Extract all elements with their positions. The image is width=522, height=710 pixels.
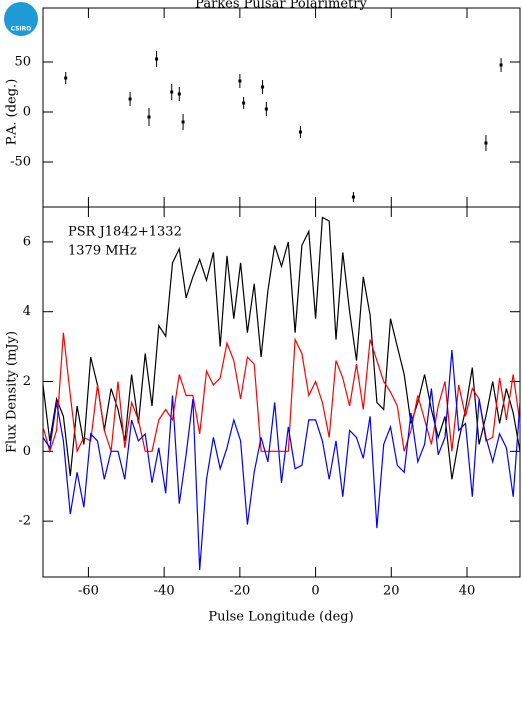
point xyxy=(298,130,302,134)
point xyxy=(177,92,181,96)
x-tick-label: -40 xyxy=(154,584,175,599)
point xyxy=(261,85,265,89)
y-tick-label: 50 xyxy=(14,55,31,70)
point xyxy=(264,107,268,111)
y-tick-label: 0 xyxy=(23,105,31,120)
point xyxy=(128,97,132,101)
point xyxy=(242,101,246,105)
x-tick-label: -20 xyxy=(229,584,250,599)
y-tick-label: 2 xyxy=(23,374,31,389)
point xyxy=(484,141,488,145)
y-tick-label: 4 xyxy=(23,304,31,319)
point xyxy=(147,115,151,119)
y-tick-label: 6 xyxy=(23,234,31,249)
logo: CSIRO xyxy=(4,2,38,36)
annotation: 1379 MHz xyxy=(68,244,137,259)
point xyxy=(238,79,242,83)
point xyxy=(499,63,503,67)
x-axis-label: Pulse Longitude (deg) xyxy=(208,610,353,625)
logo-circle xyxy=(4,2,38,36)
logo-text: CSIRO xyxy=(11,26,32,33)
y-tick-label: 0 xyxy=(23,444,31,459)
series-line xyxy=(42,332,521,454)
y-tick-label: -50 xyxy=(10,155,31,170)
chart-title: Parkes Pulsar Polarimetry xyxy=(195,0,367,12)
y-axis-label: Flux Density (mJy) xyxy=(5,331,20,453)
plot-frame xyxy=(42,206,521,578)
x-tick-label: 0 xyxy=(311,584,319,599)
y-axis-label: P.A. (deg.) xyxy=(5,79,20,146)
y-tick-label: -2 xyxy=(18,514,31,529)
point xyxy=(170,90,174,94)
point xyxy=(64,76,68,80)
x-tick-label: -60 xyxy=(78,584,99,599)
x-tick-label: 40 xyxy=(459,584,476,599)
point xyxy=(155,57,159,61)
annotation: PSR J1842+1332 xyxy=(68,225,182,240)
x-tick-label: 20 xyxy=(383,584,400,599)
series-line xyxy=(42,350,521,571)
point xyxy=(181,120,185,124)
point xyxy=(351,195,355,199)
